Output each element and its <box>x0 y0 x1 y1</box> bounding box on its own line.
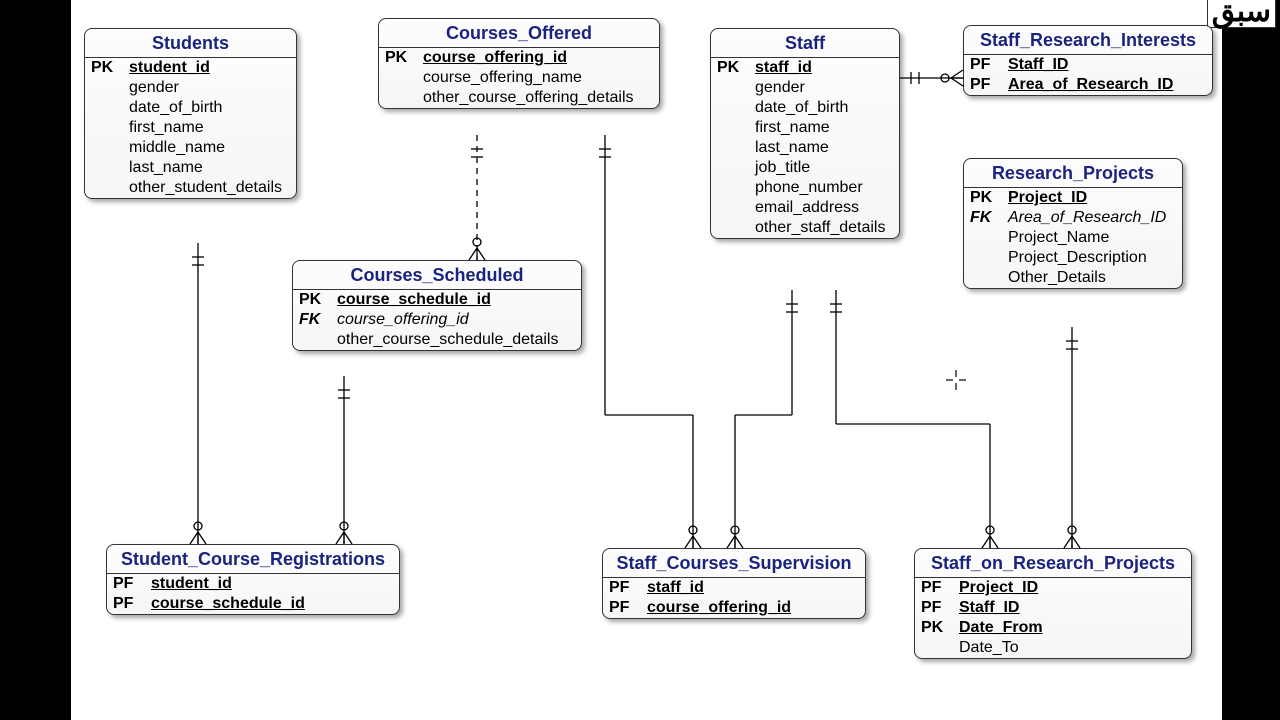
entity-title: Student_Course_Registrations <box>107 545 399 574</box>
entity-attrs: PKcourse_schedule_idFKcourse_offering_id… <box>293 290 581 350</box>
entity-attrs: PFstaff_idPFcourse_offering_id <box>603 578 865 618</box>
entity-staff_research_interests: Staff_Research_InterestsPFStaff_IDPFArea… <box>963 25 1213 96</box>
entity-research_projects: Research_ProjectsPKProject_IDFKArea_of_R… <box>963 158 1183 289</box>
entity-title: Staff_on_Research_Projects <box>915 549 1191 578</box>
entity-student_course_registrations: Student_Course_RegistrationsPFstudent_id… <box>106 544 400 615</box>
entity-attrs: PKstaff_idgenderdate_of_birthfirst_namel… <box>711 58 899 238</box>
entity-courses_scheduled: Courses_ScheduledPKcourse_schedule_idFKc… <box>292 260 582 351</box>
entity-title: Research_Projects <box>964 159 1182 188</box>
entity-title: Students <box>85 29 296 58</box>
entity-attrs: PFstudent_idPFcourse_schedule_id <box>107 574 399 614</box>
entity-title: Courses_Offered <box>379 19 659 48</box>
entity-title: Staff <box>711 29 899 58</box>
entity-courses_offered: Courses_OfferedPKcourse_offering_idcours… <box>378 18 660 109</box>
entity-staff: StaffPKstaff_idgenderdate_of_birthfirst_… <box>710 28 900 239</box>
entity-students: StudentsPKstudent_idgenderdate_of_birthf… <box>84 28 297 199</box>
entity-title: Staff_Courses_Supervision <box>603 549 865 578</box>
entity-staff_on_research_projects: Staff_on_Research_ProjectsPFProject_IDPF… <box>914 548 1192 659</box>
entity-staff_courses_supervision: Staff_Courses_SupervisionPFstaff_idPFcou… <box>602 548 866 619</box>
entity-title: Staff_Research_Interests <box>964 26 1212 55</box>
watermark-text: سبق <box>1207 0 1276 28</box>
entity-title: Courses_Scheduled <box>293 261 581 290</box>
entity-attrs: PKstudent_idgenderdate_of_birthfirst_nam… <box>85 58 296 198</box>
entity-attrs: PFStaff_IDPFArea_of_Research_ID <box>964 55 1212 95</box>
entity-attrs: PKProject_IDFKArea_of_Research_IDProject… <box>964 188 1182 288</box>
entity-attrs: PFProject_IDPFStaff_IDPKDate_FromDate_To <box>915 578 1191 658</box>
entity-attrs: PKcourse_offering_idcourse_offering_name… <box>379 48 659 108</box>
